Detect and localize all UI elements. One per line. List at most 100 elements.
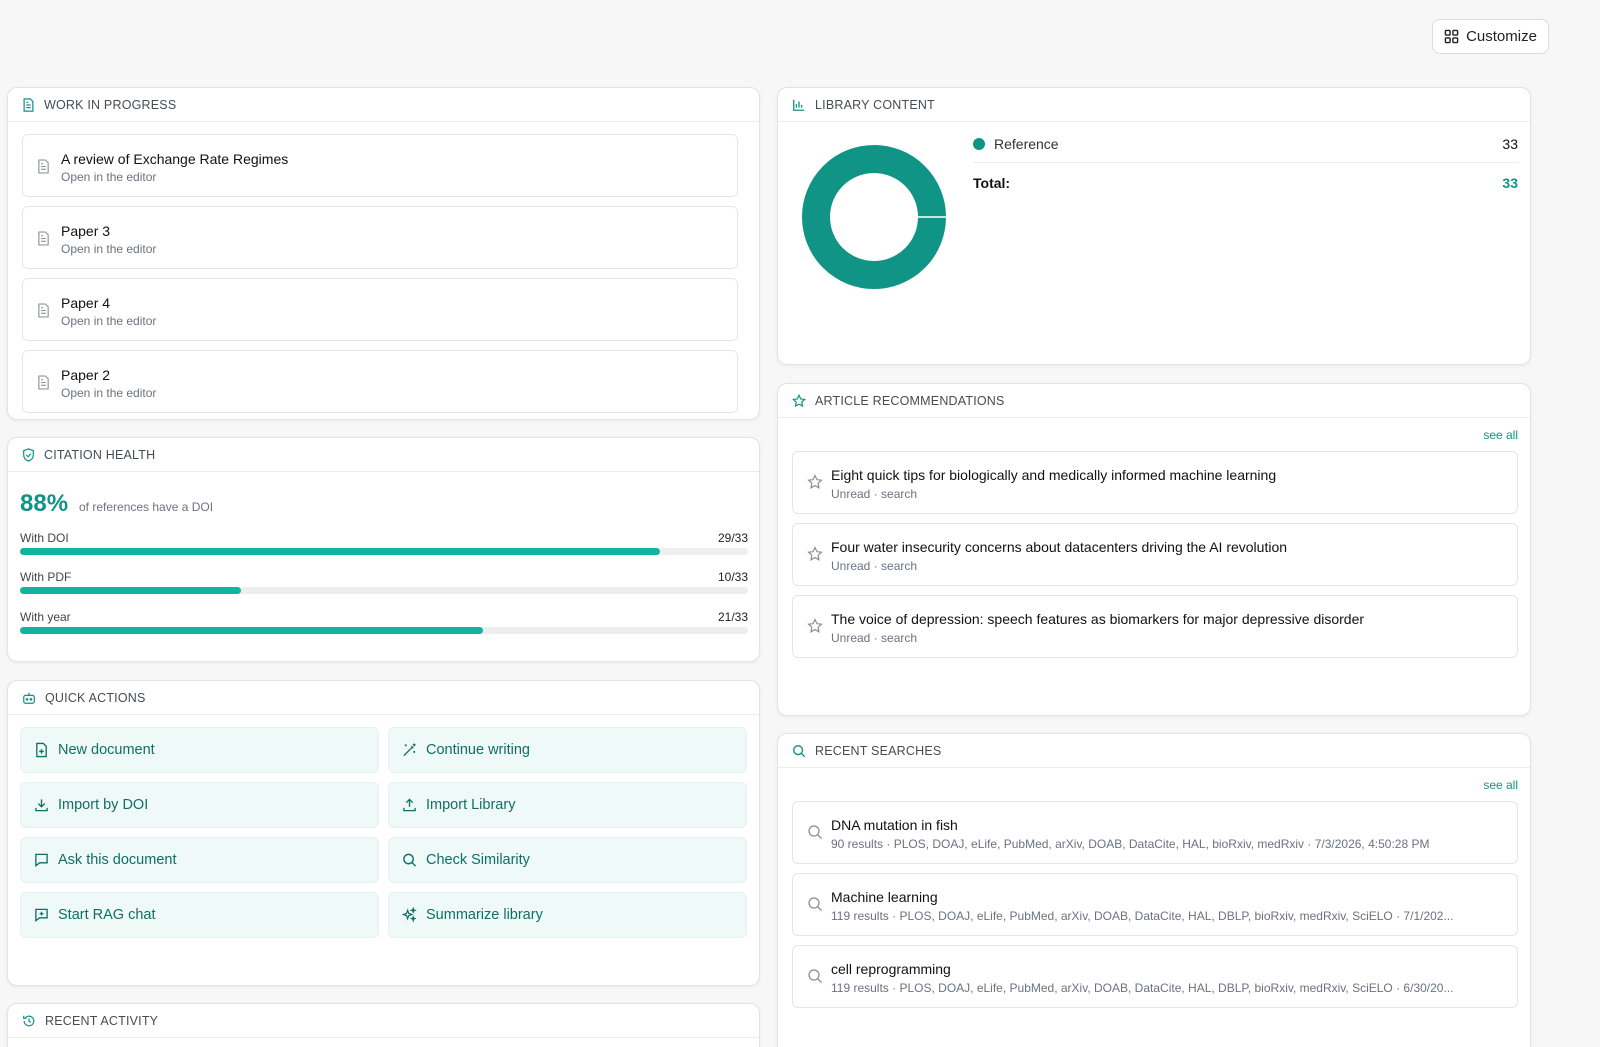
wip-item-title: Paper 2	[61, 367, 111, 383]
summarize-library-button[interactable]: Summarize library	[388, 892, 747, 938]
wip-item[interactable]: Paper 4 Open in the editor	[22, 278, 738, 341]
recommendation-item[interactable]: The voice of depression: speech features…	[792, 595, 1518, 658]
doi-percent-label: of references have a DOI	[79, 500, 214, 514]
search-subtitle: 119 results · PLOS, DOAJ, eLife, PubMed,…	[831, 981, 1454, 995]
bar-count: 10/33	[717, 570, 748, 584]
work-in-progress-card: WORK IN PROGRESS A review of Exchange Ra…	[7, 87, 760, 420]
search-subtitle: 119 results · PLOS, DOAJ, eLife, PubMed,…	[831, 909, 1454, 923]
legend-dot-reference	[973, 138, 985, 150]
total-value: 33	[1502, 175, 1518, 191]
quick-actions-header: QUICK ACTIONS	[8, 681, 759, 715]
search-icon	[403, 853, 417, 867]
robot-icon	[23, 692, 35, 704]
legend-label-reference: Reference	[994, 136, 1059, 152]
recent-activity-card: RECENT ACTIVITY	[7, 1003, 760, 1047]
search-title: DNA mutation in fish	[831, 817, 958, 833]
search-item[interactable]: cell reprogramming 119 results · PLOS, D…	[792, 945, 1518, 1008]
search-title: Machine learning	[831, 889, 938, 905]
customize-button[interactable]: Customize	[1432, 19, 1549, 54]
wip-item-title: A review of Exchange Rate Regimes	[61, 151, 289, 167]
donut-slice-reference	[802, 145, 946, 289]
customize-label: Customize	[1466, 28, 1537, 45]
progress-track	[20, 627, 748, 634]
action-label: Summarize library	[426, 907, 543, 923]
document-icon	[38, 231, 49, 246]
search-icon	[808, 825, 822, 839]
wip-item-subtitle: Open in the editor	[61, 170, 157, 184]
recent-activity-header: RECENT ACTIVITY	[8, 1004, 759, 1038]
recommendation-subtitle: Unread · search	[831, 631, 918, 645]
recommendation-item[interactable]: Four water insecurity concerns about dat…	[792, 523, 1518, 586]
recommendation-title: Four water insecurity concerns about dat…	[831, 539, 1288, 555]
wip-item-title: Paper 4	[61, 295, 111, 311]
action-label: Import by DOI	[58, 797, 149, 813]
star-icon[interactable]	[807, 546, 823, 562]
document-icon	[38, 303, 49, 318]
wip-item[interactable]: Paper 3 Open in the editor	[22, 206, 738, 269]
action-label: New document	[58, 742, 155, 758]
star-icon[interactable]	[807, 474, 823, 490]
search-icon	[808, 897, 822, 911]
download-icon	[35, 799, 48, 812]
search-item[interactable]: DNA mutation in fish 90 results · PLOS, …	[792, 801, 1518, 864]
star-icon[interactable]	[807, 618, 823, 634]
recommendation-title: Eight quick tips for biologically and me…	[831, 467, 1277, 483]
progress-fill	[20, 587, 241, 594]
total-label: Total:	[973, 175, 1011, 191]
see-all-link[interactable]: see all	[1483, 428, 1518, 442]
action-label: Import Library	[426, 797, 516, 813]
wip-item-subtitle: Open in the editor	[61, 314, 157, 328]
article-recommendations-header: ARTICLE RECOMMENDATIONS	[778, 384, 1530, 418]
action-label: Check Similarity	[426, 852, 530, 868]
import-library-button[interactable]: Import Library	[388, 782, 747, 828]
check-similarity-button[interactable]: Check Similarity	[388, 837, 747, 883]
history-icon	[23, 1015, 35, 1026]
legend-value-reference: 33	[1502, 136, 1518, 152]
bar-label: With PDF	[20, 570, 72, 584]
document-icon	[23, 97, 34, 112]
wip-item[interactable]: A review of Exchange Rate Regimes Open i…	[22, 134, 738, 197]
quick-actions-card: QUICK ACTIONS New document Continue writ…	[7, 680, 760, 986]
article-recommendations-card: ARTICLE RECOMMENDATIONS see all Eight qu…	[777, 383, 1531, 716]
card-title: LIBRARY CONTENT	[815, 97, 935, 112]
document-icon	[38, 159, 49, 174]
search-icon	[808, 969, 822, 983]
library-content-header: LIBRARY CONTENT	[778, 88, 1530, 122]
magic-wand-icon	[403, 743, 416, 757]
wip-item[interactable]: Paper 2 Open in the editor	[22, 350, 738, 413]
library-content-card: LIBRARY CONTENT Reference 33 Total: 33	[777, 87, 1531, 365]
citation-health-header: CITATION HEALTH	[8, 438, 759, 472]
continue-writing-button[interactable]: Continue writing	[388, 727, 747, 773]
card-title: RECENT SEARCHES	[815, 743, 942, 758]
search-item[interactable]: Machine learning 119 results · PLOS, DOA…	[792, 873, 1518, 936]
star-icon	[792, 393, 806, 407]
card-title: ARTICLE RECOMMENDATIONS	[815, 393, 1005, 408]
search-title: cell reprogramming	[831, 961, 951, 977]
upload-icon	[403, 798, 416, 812]
new-document-button[interactable]: New document	[20, 727, 379, 773]
search-subtitle: 90 results · PLOS, DOAJ, eLife, PubMed, …	[831, 837, 1430, 851]
progress-fill	[20, 548, 660, 555]
see-all-link[interactable]: see all	[1483, 778, 1518, 792]
recommendation-item[interactable]: Eight quick tips for biologically and me…	[792, 451, 1518, 514]
doi-percent: 88%	[20, 490, 69, 517]
wip-item-subtitle: Open in the editor	[61, 386, 157, 400]
document-icon	[38, 375, 49, 390]
progress-track	[20, 587, 748, 594]
legend-divider	[973, 162, 1519, 163]
ask-this-document-button[interactable]: Ask this document	[20, 837, 379, 883]
grid-icon	[1444, 29, 1459, 44]
wip-item-title: Paper 3	[61, 223, 111, 239]
action-label: Continue writing	[426, 742, 530, 758]
shield-check-icon	[23, 447, 34, 462]
recommendation-title: The voice of depression: speech features…	[831, 611, 1365, 627]
sparkles-icon	[402, 907, 417, 923]
recommendation-subtitle: Unread · search	[831, 559, 918, 573]
chat-plus-icon	[35, 908, 48, 922]
start-rag-chat-button[interactable]: Start RAG chat	[20, 892, 379, 938]
recommendation-subtitle: Unread · search	[831, 487, 918, 501]
action-label: Ask this document	[58, 852, 177, 868]
import-by-doi-button[interactable]: Import by DOI	[20, 782, 379, 828]
chat-bubble-icon	[35, 853, 48, 867]
recent-searches-card: RECENT SEARCHES see all DNA mutation in …	[777, 733, 1531, 1047]
